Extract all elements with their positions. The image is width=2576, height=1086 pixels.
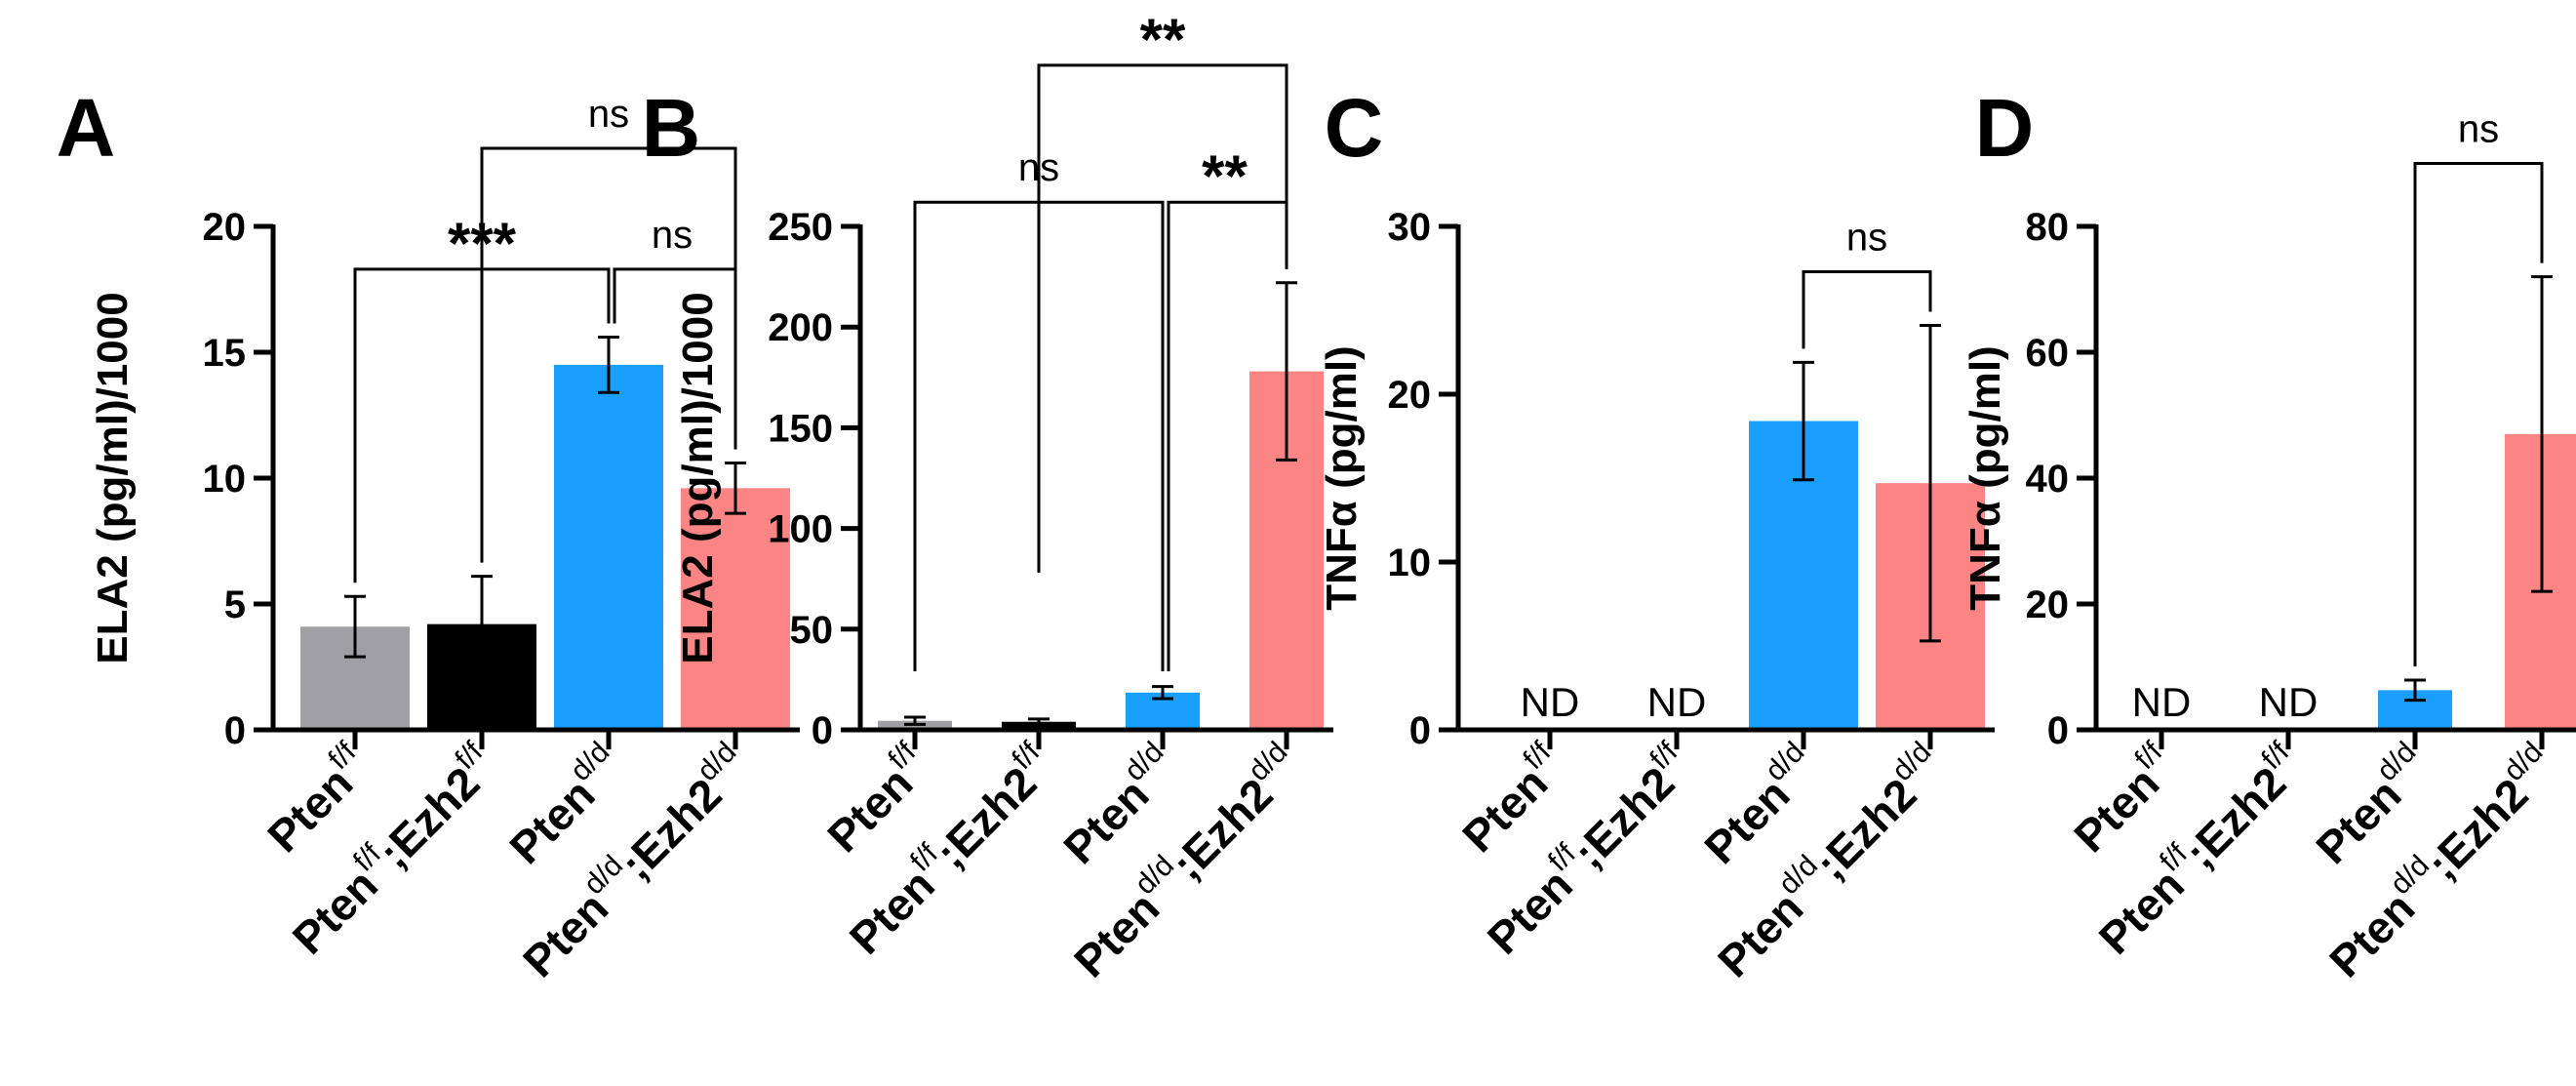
x-tick-label: Ptenf/f;Ezh2f/f [835,736,1063,964]
bracket-line [1802,269,1932,349]
error-bar-4 [725,462,746,515]
bar-3 [554,364,663,730]
y-tick-label: 80 [2026,206,2070,249]
y-tick-label: 200 [768,306,833,349]
nd-label: ND [2132,679,2192,725]
y-tick-label: 40 [2026,458,2070,501]
significance-label: ** [1202,143,1248,209]
y-tick-label: 0 [1409,709,1431,752]
nd-label: ND [2259,679,2318,725]
panel-letter: C [1325,82,1384,174]
nd-label: ND [1647,679,1707,725]
error-bar-4 [1276,281,1297,462]
error-bar-3 [598,336,619,394]
error-bar-3 [1793,360,1814,482]
y-tick-label: 30 [1388,206,1432,249]
y-axis-label: ELA2 (pg/ml)/1000 [89,292,137,664]
error-bar-4 [2531,275,2553,593]
y-tick-label: 15 [203,332,247,375]
y-axis-label: TNFα (pg/ml) [1318,345,1366,610]
y-tick-label: 150 [768,407,833,450]
bar-4 [681,488,790,730]
significance-bracket: ** [1037,7,1288,573]
y-tick-label: 0 [812,709,833,752]
significance-bracket: ns [2413,108,2544,667]
significance-label: ns [1846,216,1887,259]
y-tick-label: 5 [224,583,246,626]
panel-letter: A [57,82,116,174]
y-tick-label: 0 [224,709,246,752]
y-tick-label: 100 [768,508,833,551]
significance-bracket: ns [1802,216,1932,349]
error-bar-1 [344,594,366,659]
y-tick-label: 50 [790,609,834,652]
significance-label: ns [588,93,629,136]
error-bar-3 [2404,678,2426,703]
y-tick-label: 60 [2026,332,2070,375]
error-bar-4 [1920,323,1941,643]
significance-label: ns [2458,108,2499,151]
nd-label: ND [1521,679,1580,725]
y-tick-label: 20 [2026,583,2070,626]
y-tick-label: 250 [768,206,833,249]
y-axis-label: TNFα (pg/ml) [1962,345,2009,610]
panel-letter: B [642,82,701,174]
y-tick-label: 20 [1388,374,1432,417]
y-tick-label: 20 [203,206,247,249]
y-tick-label: 10 [1388,542,1432,584]
y-axis-label: ELA2 (pg/ml)/1000 [674,292,722,664]
error-bar-1 [904,715,926,726]
y-tick-label: 10 [203,458,247,501]
x-tick-label: Ptend/d [2302,736,2439,873]
bracket-line [1037,63,1288,573]
error-bar-2 [471,575,493,674]
bracket-line [480,146,737,563]
panel-letter: D [1975,82,2035,174]
y-tick-label: 0 [2047,709,2069,752]
significance-bracket: ns [480,93,737,563]
significance-label: ns [652,214,693,257]
significance-label: ** [1140,7,1186,72]
error-bar-2 [1028,717,1050,727]
error-bar-3 [1152,685,1173,701]
bracket-line [2413,162,2544,667]
